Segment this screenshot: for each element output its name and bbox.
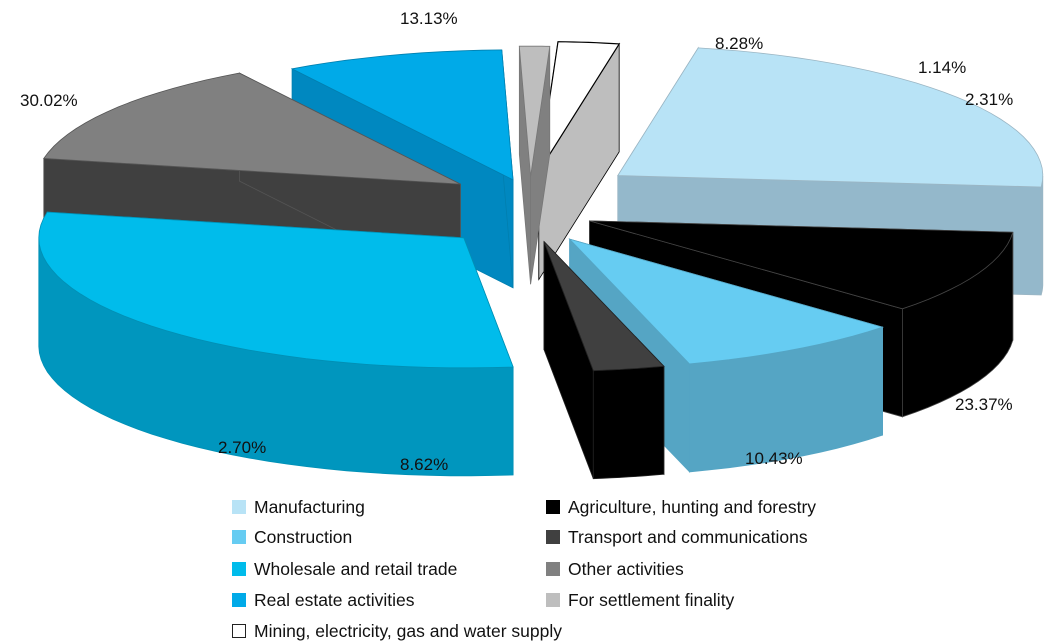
legend-swatch [546,562,560,576]
legend-item-construction: Construction [232,524,352,550]
slice-pct-label: 30.02% [20,91,78,110]
legend-item-other: Other activities [546,556,684,582]
slice-pct-label: 8.62% [400,455,448,474]
legend-label: For settlement finality [568,589,735,610]
legend-swatch [232,500,246,514]
legend-item-real-estate: Real estate activities [232,587,415,613]
pie-slice-for-settlement-finality [518,45,551,285]
legend-label: Manufacturing [254,496,365,517]
legend-item-mining: Mining, electricity, gas and water suppl… [232,618,562,644]
pie-slice-mining-electricity-gas-and-water-supply [538,41,621,281]
legend-item-transport: Transport and communications [546,524,808,550]
legend-swatch [546,593,560,607]
slice-pct-label: 10.43% [745,449,803,468]
legend-swatch [232,562,246,576]
legend-swatch [232,530,246,544]
slice-pct-label: 23.37% [955,395,1013,414]
legend-item-settlement: For settlement finality [546,587,734,613]
pie-slice-transport-and-communications [543,240,665,480]
pie-chart: 23.37% 10.43% 8.62% 2.70% 30.02% 13.13% 8.28% 1… [20,9,1044,480]
legend-label: Wholesale and retail trade [254,558,458,579]
pie-slice-wholesale-and-retail-trade [38,211,514,477]
legend-swatch [546,500,560,514]
legend-swatch [546,530,560,544]
slice-pct-label: 1.14% [918,58,966,77]
legend-item-wholesale: Wholesale and retail trade [232,556,457,582]
slice-pct-label: 2.70% [218,438,266,457]
legend-item-manufacturing: Manufacturing [232,494,365,520]
slice-pct-label: 13.13% [400,9,458,28]
legend-swatch [232,593,246,607]
legend-label: Real estate activities [254,589,415,610]
legend-label: Transport and communications [568,526,808,547]
legend-item-agriculture: Agriculture, hunting and forestry [546,494,816,520]
legend-label: Agriculture, hunting and forestry [568,496,817,517]
slice-pct-label: 8.28% [715,34,763,53]
legend-swatch [232,624,246,638]
legend-label: Mining, electricity, gas and water suppl… [254,620,563,641]
slice-pct-label: 2.31% [965,90,1013,109]
legend-label: Construction [254,526,353,547]
legend-label: Other activities [568,558,684,579]
